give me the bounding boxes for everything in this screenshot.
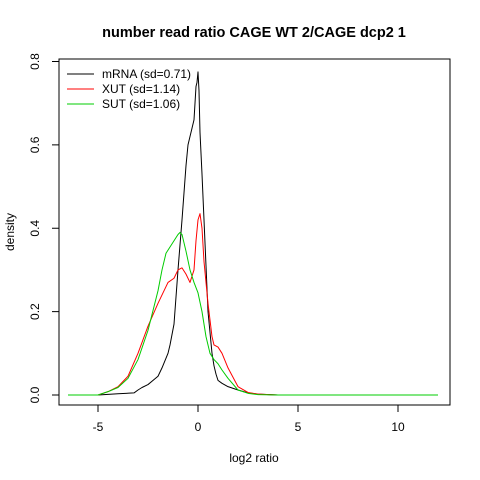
legend-label: mRNA (sd=0.71) [102, 67, 191, 81]
y-axis-label: density [3, 213, 17, 251]
y-tick-label: 0.8 [28, 53, 42, 70]
legend: mRNA (sd=0.71)XUT (sd=1.14)SUT (sd=1.06) [67, 67, 191, 111]
series-line-0 [68, 71, 438, 396]
y-tick-label: 0.6 [28, 136, 42, 153]
x-tick-label: 5 [295, 420, 302, 434]
x-tick-label: 0 [195, 420, 202, 434]
y-tick-label: 0.4 [28, 220, 42, 237]
x-axis: -5 0 5 10 [93, 405, 405, 434]
y-tick-label: 0.0 [28, 386, 42, 403]
x-tick-label: 10 [391, 420, 405, 434]
series-layer [68, 71, 438, 396]
x-tick-label: -5 [93, 420, 104, 434]
y-tick-label: 0.2 [28, 303, 42, 320]
series-line-1 [68, 213, 438, 396]
legend-label: SUT (sd=1.06) [102, 97, 180, 111]
x-axis-label: log2 ratio [229, 451, 279, 465]
legend-label: XUT (sd=1.14) [102, 82, 180, 96]
y-axis: 0.0 0.2 0.4 0.6 0.8 [28, 53, 59, 403]
series-line-2 [68, 231, 438, 396]
plot-frame [58, 58, 451, 406]
chart-title: number read ratio CAGE WT 2/CAGE dcp2 1 [102, 25, 406, 41]
